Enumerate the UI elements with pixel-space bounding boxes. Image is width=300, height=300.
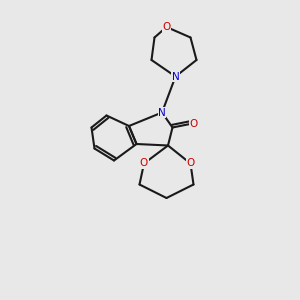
Text: N: N bbox=[158, 107, 166, 118]
Text: O: O bbox=[162, 22, 171, 32]
Text: O: O bbox=[140, 158, 148, 169]
Text: N: N bbox=[172, 71, 179, 82]
Text: O: O bbox=[189, 118, 198, 129]
Text: O: O bbox=[186, 158, 195, 169]
